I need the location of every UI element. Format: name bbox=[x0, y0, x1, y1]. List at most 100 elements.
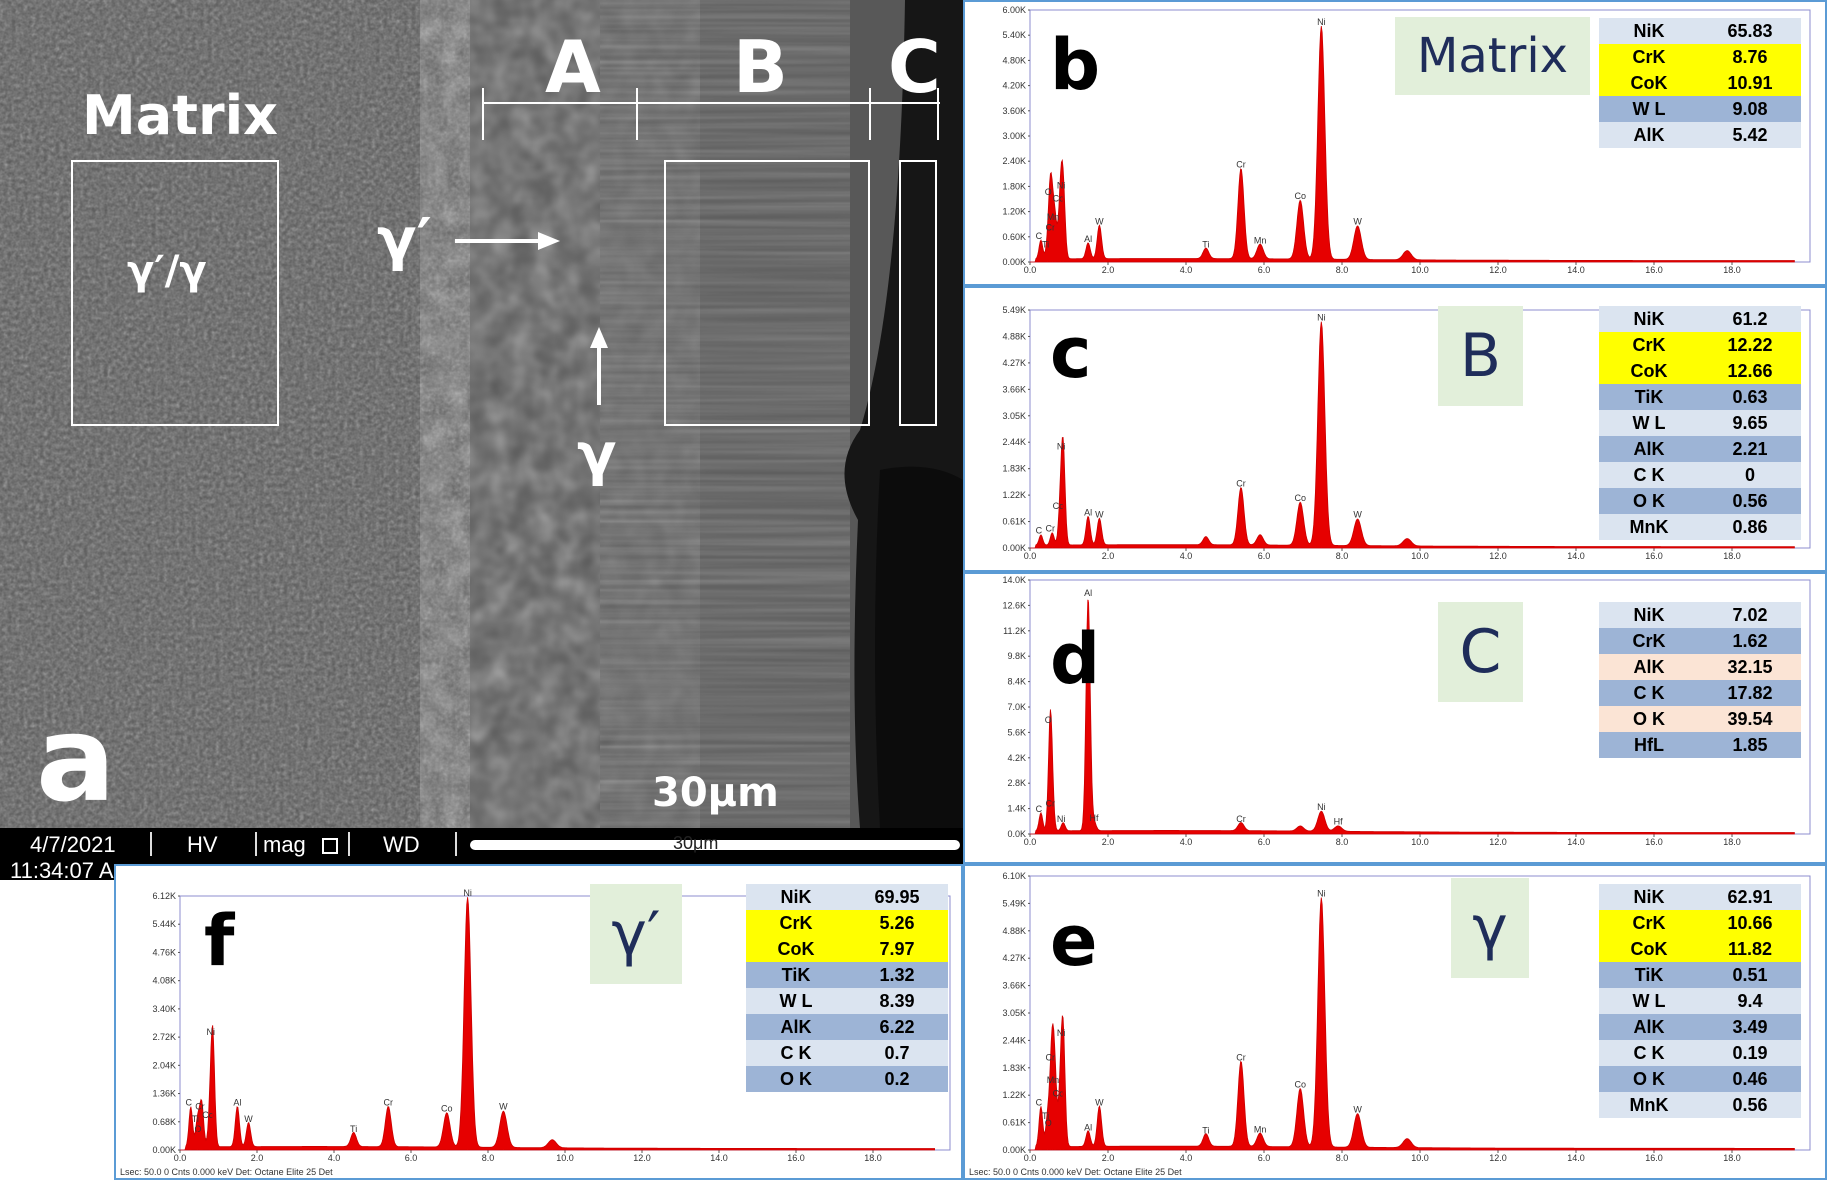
peak-label: Ti bbox=[192, 1114, 199, 1124]
x-tick-label: 10.0 bbox=[1411, 265, 1429, 275]
x-tick-label: 14.0 bbox=[710, 1153, 728, 1163]
element-name: AlK bbox=[1633, 1016, 1665, 1037]
gamma-prime-arrow bbox=[455, 232, 560, 250]
y-tick-label: 0.00K bbox=[1002, 257, 1026, 267]
element-name: NiK bbox=[780, 886, 812, 907]
element-value: 7.02 bbox=[1732, 604, 1768, 625]
table-row: NiK 65.83 bbox=[1599, 18, 1801, 44]
y-tick-label: 2.8K bbox=[1007, 778, 1026, 788]
x-tick-label: 6.0 bbox=[1258, 1153, 1271, 1163]
eds-spectrum-e: 0.00K 0.61K 1.22K 1.83K 2.44K 3.05K 3.66K 4.27K… bbox=[1002, 871, 1811, 1163]
peak-label: Ni bbox=[1317, 889, 1326, 899]
element-value: 9.08 bbox=[1732, 98, 1768, 119]
spectrum-footer: Lsec: 50.0 0 Cnts 0.000 keV Det: Octane … bbox=[969, 1167, 1182, 1177]
gamma-label: γ bbox=[577, 420, 617, 488]
peak-label: O bbox=[195, 1124, 202, 1134]
panel-letter-c: c bbox=[1050, 312, 1092, 394]
gamma-prime-label: γ′ bbox=[377, 205, 432, 273]
peak-label: Co bbox=[202, 1110, 214, 1120]
y-tick-label: 8.4K bbox=[1007, 677, 1026, 687]
table-row: AlK 2.21 bbox=[1599, 436, 1801, 462]
element-name: MnK bbox=[1629, 516, 1669, 537]
peak-label: Ni bbox=[1057, 814, 1066, 824]
x-tick-label: 16.0 bbox=[1645, 551, 1663, 561]
element-value: 0 bbox=[1744, 464, 1755, 485]
table-row: NiK 69.95 bbox=[746, 884, 948, 910]
x-tick-label: 10.0 bbox=[556, 1153, 574, 1163]
phase-label-b: Matrix bbox=[1395, 17, 1590, 95]
x-tick-label: 2.0 bbox=[1102, 1153, 1115, 1163]
y-tick-label: 1.22K bbox=[1002, 1090, 1026, 1100]
x-tick-label: 8.0 bbox=[1336, 1153, 1349, 1163]
y-tick-label: 0.68K bbox=[152, 1117, 176, 1127]
x-tick-label: 12.0 bbox=[1489, 265, 1507, 275]
spectrum-curve bbox=[1030, 599, 1795, 835]
peak-label: W bbox=[1095, 509, 1104, 519]
spectrum-curve bbox=[1030, 897, 1795, 1151]
element-name: TiK bbox=[781, 964, 811, 985]
element-value: 8.39 bbox=[879, 990, 915, 1011]
peak-label: Cr bbox=[1236, 814, 1246, 824]
x-tick-label: 4.0 bbox=[1180, 1153, 1193, 1163]
element-name: NiK bbox=[1633, 604, 1665, 625]
matrix-label: Matrix bbox=[82, 84, 278, 147]
peak-label: Co bbox=[1053, 1089, 1065, 1099]
peak-label: Ti bbox=[1042, 240, 1049, 250]
y-tick-label: 0.61K bbox=[1002, 1118, 1026, 1128]
peak-label: Al bbox=[1084, 1122, 1092, 1132]
table-row: C K 0.7 bbox=[746, 1040, 948, 1066]
databar-time: 11:34:07 A bbox=[10, 858, 114, 883]
spectrum-curve bbox=[1030, 26, 1795, 263]
element-value: 1.32 bbox=[879, 964, 915, 985]
table-row: W L 9.08 bbox=[1599, 96, 1801, 122]
x-tick-label: 12.0 bbox=[1489, 837, 1507, 847]
peak-label: Ti bbox=[1202, 1125, 1209, 1135]
peak-label: Al bbox=[1084, 234, 1092, 244]
element-value: 0.2 bbox=[884, 1068, 910, 1089]
peak-label: O bbox=[1045, 187, 1052, 197]
element-value: 61.2 bbox=[1732, 308, 1768, 329]
eds-panel-e: 0.00K 0.61K 1.22K 1.83K 2.44K 3.05K 3.66K 4.27K… bbox=[963, 864, 1827, 1180]
element-name: CrK bbox=[1632, 334, 1666, 355]
element-value: 3.49 bbox=[1732, 1016, 1768, 1037]
peak-label: Cr bbox=[1236, 479, 1246, 489]
element-name: TiK bbox=[1634, 386, 1664, 407]
x-tick-label: 16.0 bbox=[1645, 265, 1663, 275]
y-tick-label: 7.0K bbox=[1007, 702, 1026, 712]
peak-label: Cr bbox=[1236, 1053, 1246, 1063]
peak-label: Al bbox=[1084, 507, 1092, 517]
peak-label: W bbox=[1353, 1104, 1362, 1114]
eds-panel-c: 0.00K 0.61K 1.22K 1.83K 2.44K 3.05K 3.66K 4.27K… bbox=[963, 286, 1827, 572]
x-tick-label: 10.0 bbox=[1411, 551, 1429, 561]
table-row: AlK 6.22 bbox=[746, 1014, 948, 1040]
element-value: 2.21 bbox=[1732, 438, 1768, 459]
y-tick-label: 6.00K bbox=[1002, 5, 1026, 15]
peak-label: Ni bbox=[206, 1027, 215, 1037]
x-tick-label: 8.0 bbox=[1336, 551, 1349, 561]
zone-b-texture bbox=[600, 0, 850, 828]
x-tick-label: 2.0 bbox=[1102, 551, 1115, 561]
element-value: 9.4 bbox=[1737, 990, 1763, 1011]
table-row: MnK 0.56 bbox=[1599, 1092, 1801, 1118]
peak-label: Co bbox=[1053, 501, 1065, 511]
element-name: C K bbox=[1633, 464, 1665, 485]
y-tick-label: 4.08K bbox=[152, 976, 176, 986]
table-row: C K 17.82 bbox=[1599, 680, 1801, 706]
peak-label: Co bbox=[1053, 193, 1065, 203]
element-value: 0.63 bbox=[1732, 386, 1768, 407]
element-value: 62.91 bbox=[1727, 886, 1773, 907]
element-name: C K bbox=[1633, 682, 1665, 703]
x-tick-label: 10.0 bbox=[1411, 1153, 1429, 1163]
element-value: 5.26 bbox=[879, 912, 915, 933]
element-value: 11.82 bbox=[1727, 938, 1773, 959]
y-tick-label: 5.6K bbox=[1007, 727, 1026, 737]
table-row: TiK 0.63 bbox=[1599, 384, 1801, 410]
x-tick-label: 18.0 bbox=[1723, 265, 1741, 275]
element-value: 9.65 bbox=[1732, 412, 1768, 433]
peak-label: Ni bbox=[1317, 17, 1326, 27]
x-tick-label: 12.0 bbox=[633, 1153, 651, 1163]
x-tick-label: 14.0 bbox=[1567, 837, 1585, 847]
x-tick-label: 16.0 bbox=[787, 1153, 805, 1163]
panel-a-letter: a bbox=[36, 690, 116, 828]
x-tick-label: 14.0 bbox=[1567, 265, 1585, 275]
